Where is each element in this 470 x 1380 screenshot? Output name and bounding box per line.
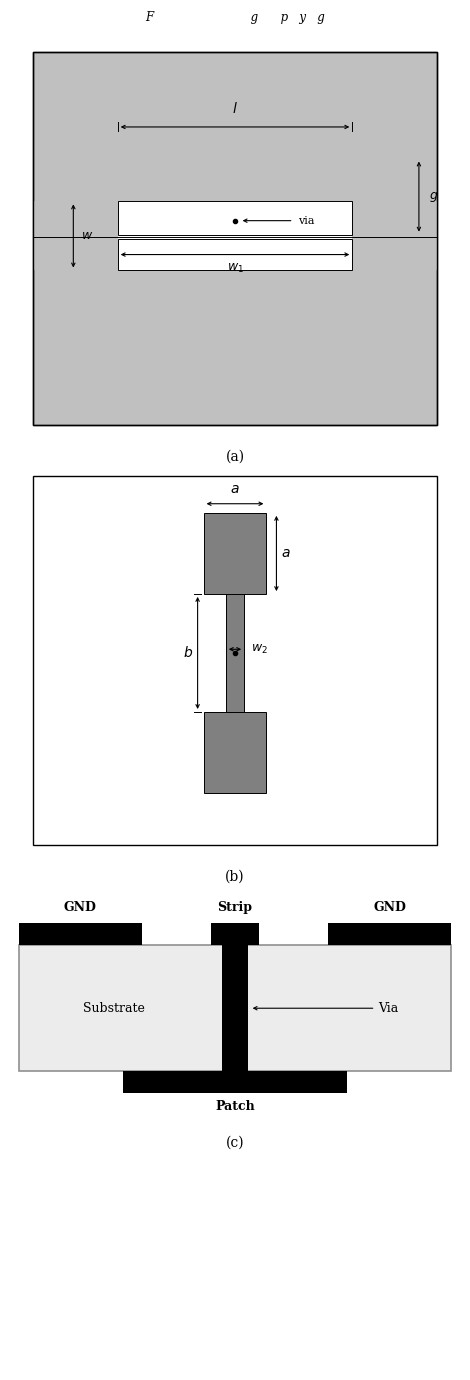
Text: $a$: $a$ (230, 483, 240, 497)
Bar (19, 923, 142, 945)
Bar (118, 201, 352, 235)
Text: $w_2$: $w_2$ (251, 643, 268, 656)
Bar (328, 923, 451, 945)
Text: F                          g      p   y   g: F g p y g (145, 11, 325, 23)
Text: (b): (b) (225, 869, 245, 883)
Text: $l$: $l$ (232, 101, 238, 116)
Bar (33, 201, 437, 270)
Bar (33, 201, 118, 270)
Bar (204, 513, 266, 593)
Text: Substrate: Substrate (83, 1002, 145, 1014)
Text: $a$: $a$ (281, 546, 291, 560)
Text: via: via (298, 215, 315, 226)
Text: $g$: $g$ (429, 189, 439, 204)
Bar (211, 923, 259, 945)
Bar (352, 201, 437, 270)
Text: Patch: Patch (215, 1100, 255, 1112)
Text: GND: GND (64, 901, 97, 915)
Bar (33, 52, 437, 425)
Text: $b$: $b$ (183, 646, 193, 661)
Bar (123, 1071, 347, 1093)
Text: Via: Via (378, 1002, 398, 1014)
Text: Strip: Strip (218, 901, 252, 915)
Bar (118, 239, 352, 270)
Bar (204, 712, 266, 794)
Bar (33, 476, 437, 845)
Bar (226, 593, 244, 712)
Bar (33, 52, 437, 425)
Text: $w_1$: $w_1$ (227, 262, 243, 275)
Bar (19, 945, 451, 1071)
Text: GND: GND (373, 901, 406, 915)
Text: (c): (c) (226, 1136, 244, 1150)
Text: $w$: $w$ (81, 229, 94, 243)
Bar (222, 923, 248, 1071)
Text: (a): (a) (226, 450, 244, 464)
